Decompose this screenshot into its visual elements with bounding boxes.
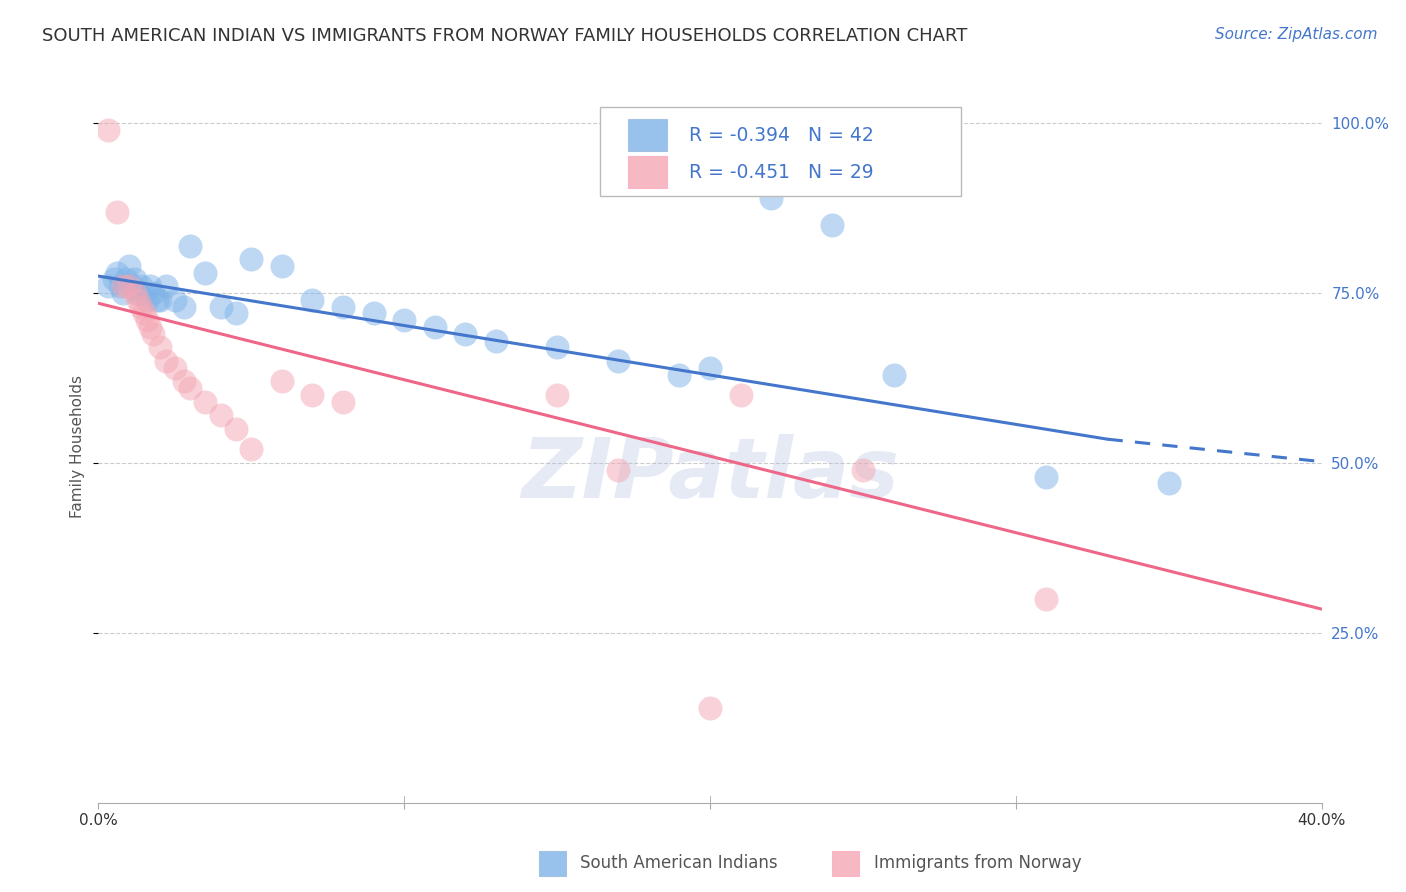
Point [155, 354, 177, 368]
Point [124, 272, 146, 286]
Point [423, 320, 446, 334]
Point [139, 279, 162, 293]
Point [194, 394, 217, 409]
Point [363, 306, 385, 320]
Point [142, 286, 165, 301]
Point [118, 279, 141, 293]
Point [1035, 469, 1057, 483]
Point [111, 286, 134, 301]
Point [149, 341, 172, 355]
Point [301, 388, 323, 402]
Point [127, 286, 149, 301]
Text: ZIPatlas: ZIPatlas [522, 434, 898, 515]
Point [127, 293, 149, 307]
Point [225, 422, 247, 436]
Point [454, 326, 477, 341]
Point [332, 394, 354, 409]
Text: South American Indians: South American Indians [581, 855, 778, 872]
Text: Immigrants from Norway: Immigrants from Norway [875, 855, 1081, 872]
Point [225, 306, 247, 320]
Point [607, 463, 630, 477]
Point [163, 360, 186, 375]
Point [546, 388, 568, 402]
Point [155, 279, 177, 293]
Point [173, 300, 195, 314]
Text: R = -0.394   N = 42: R = -0.394 N = 42 [689, 126, 875, 145]
Point [668, 368, 690, 382]
Point [103, 272, 125, 286]
Point [883, 368, 905, 382]
Point [149, 293, 172, 307]
FancyBboxPatch shape [628, 120, 668, 152]
Point [270, 375, 292, 389]
Point [179, 381, 201, 395]
Point [145, 293, 167, 307]
FancyBboxPatch shape [832, 851, 859, 876]
Point [124, 286, 146, 301]
Point [301, 293, 323, 307]
Text: Source: ZipAtlas.com: Source: ZipAtlas.com [1215, 27, 1378, 42]
Point [105, 204, 128, 219]
Text: SOUTH AMERICAN INDIAN VS IMMIGRANTS FROM NORWAY FAMILY HOUSEHOLDS CORRELATION CH: SOUTH AMERICAN INDIAN VS IMMIGRANTS FROM… [42, 27, 967, 45]
Point [111, 279, 134, 293]
Point [129, 300, 152, 314]
FancyBboxPatch shape [628, 156, 668, 188]
Point [136, 293, 159, 307]
Point [163, 293, 186, 307]
Y-axis label: Family Households: Family Households [70, 375, 86, 517]
Point [115, 272, 138, 286]
Point [209, 300, 232, 314]
Point [821, 218, 844, 232]
Point [1157, 476, 1180, 491]
Point [129, 279, 152, 293]
Point [852, 463, 875, 477]
Point [134, 286, 156, 301]
Point [699, 700, 721, 714]
Point [105, 266, 128, 280]
Point [270, 259, 292, 273]
FancyBboxPatch shape [538, 851, 565, 876]
Point [194, 266, 217, 280]
Point [730, 388, 752, 402]
Point [392, 313, 416, 327]
Point [209, 409, 232, 423]
Point [332, 300, 354, 314]
Point [759, 191, 782, 205]
Point [240, 252, 263, 266]
Point [699, 360, 721, 375]
Point [118, 259, 141, 273]
Point [121, 279, 143, 293]
Point [97, 123, 120, 137]
Point [240, 442, 263, 457]
FancyBboxPatch shape [600, 107, 960, 196]
Point [108, 279, 131, 293]
Point [1035, 591, 1057, 606]
Point [139, 320, 162, 334]
Point [97, 279, 120, 293]
Point [485, 334, 508, 348]
Point [134, 306, 156, 320]
Point [142, 326, 165, 341]
Text: R = -0.451   N = 29: R = -0.451 N = 29 [689, 162, 875, 182]
Point [607, 354, 630, 368]
Point [179, 238, 201, 252]
Point [546, 341, 568, 355]
Point [136, 313, 159, 327]
Point [173, 375, 195, 389]
